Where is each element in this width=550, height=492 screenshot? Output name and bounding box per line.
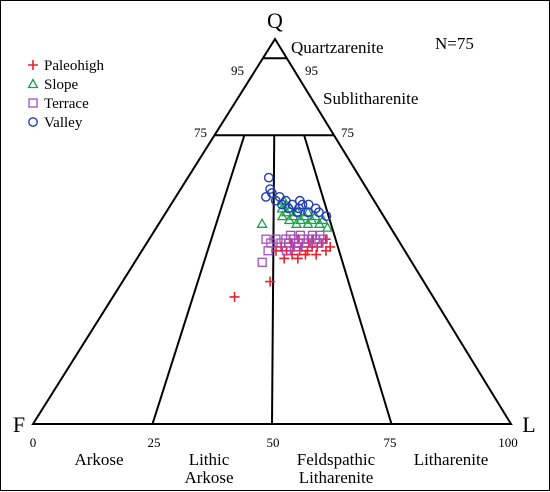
valley-point-4 bbox=[303, 207, 313, 218]
q95-left-tick: 95 bbox=[231, 63, 244, 78]
legend-paleohigh-label: Paleohigh bbox=[44, 58, 104, 74]
slope-point-1 bbox=[317, 214, 329, 225]
arkose-label: Arkose bbox=[74, 450, 123, 469]
sample-count-annotation: N=75 bbox=[435, 34, 474, 53]
legend-valley-label: Valley bbox=[44, 115, 83, 131]
feldspathic-litharenite-label-line1: Feldspathic bbox=[297, 450, 376, 469]
valley-point-0 bbox=[321, 211, 332, 222]
base-tick-25: 25 bbox=[148, 435, 161, 450]
legend-valley-marker bbox=[28, 117, 38, 127]
valley-point-18 bbox=[263, 172, 274, 183]
base-tick-50: 50 bbox=[267, 435, 280, 450]
terrace-point-19 bbox=[263, 246, 273, 256]
valley-point-14 bbox=[270, 195, 281, 206]
q95-right-tick: 95 bbox=[305, 63, 318, 78]
legend-slope-marker bbox=[27, 78, 39, 89]
sublitharenite-label: Sublitharenite bbox=[323, 89, 418, 108]
valley-point-17 bbox=[261, 191, 271, 202]
terrace-point-14 bbox=[281, 246, 292, 256]
paleohigh-point-2 bbox=[320, 245, 331, 256]
slope-point-19 bbox=[256, 217, 268, 228]
base-tick-75: 75 bbox=[384, 435, 397, 450]
quartzarenite-label: Quartzarenite bbox=[291, 38, 384, 57]
vertex-q-label: Q bbox=[267, 8, 283, 33]
valley-point-8 bbox=[292, 207, 303, 218]
slope-point-0 bbox=[321, 221, 334, 232]
legend-terrace-label: Terrace bbox=[44, 96, 89, 112]
vertex-f-label: F bbox=[13, 412, 25, 437]
divider-line-25 bbox=[151, 134, 246, 425]
paleohigh-point-22 bbox=[265, 276, 276, 287]
q75-right-tick: 75 bbox=[341, 125, 354, 140]
legend-terrace-marker bbox=[28, 98, 38, 108]
feldspathic-litharenite-label-line2: Litharenite bbox=[299, 468, 374, 487]
paleohigh-point-14 bbox=[292, 253, 303, 264]
paleohigh-point-6 bbox=[311, 249, 322, 260]
base-tick-0: 0 bbox=[30, 435, 37, 450]
base-tick-100: 100 bbox=[498, 435, 518, 450]
lithic-arkose-label-line2: Arkose bbox=[184, 468, 233, 487]
paleohigh-point-23 bbox=[229, 291, 240, 302]
paleohigh-point-10 bbox=[300, 249, 311, 260]
divider-line-50 bbox=[271, 135, 276, 425]
legend-slope-label: Slope bbox=[44, 77, 79, 93]
lithic-arkose-label-line1: Lithic bbox=[189, 450, 230, 469]
terrace-point-20 bbox=[261, 234, 271, 244]
slope-point-6 bbox=[302, 217, 314, 228]
divider-line-75 bbox=[303, 134, 393, 425]
legend-paleohigh-marker bbox=[28, 60, 38, 70]
slope-point-16 bbox=[276, 210, 289, 221]
valley-point-16 bbox=[265, 184, 276, 195]
terrace-point-21 bbox=[257, 257, 267, 267]
litharenite-label: Litharenite bbox=[414, 450, 489, 469]
legend: Paleohigh Slope Terrace Valley bbox=[27, 58, 104, 131]
data-points bbox=[229, 172, 336, 302]
diagram-structure bbox=[31, 37, 513, 425]
slope-point-2 bbox=[313, 217, 326, 228]
q75-left-tick: 75 bbox=[194, 125, 207, 140]
vertex-l-label: L bbox=[522, 412, 535, 437]
